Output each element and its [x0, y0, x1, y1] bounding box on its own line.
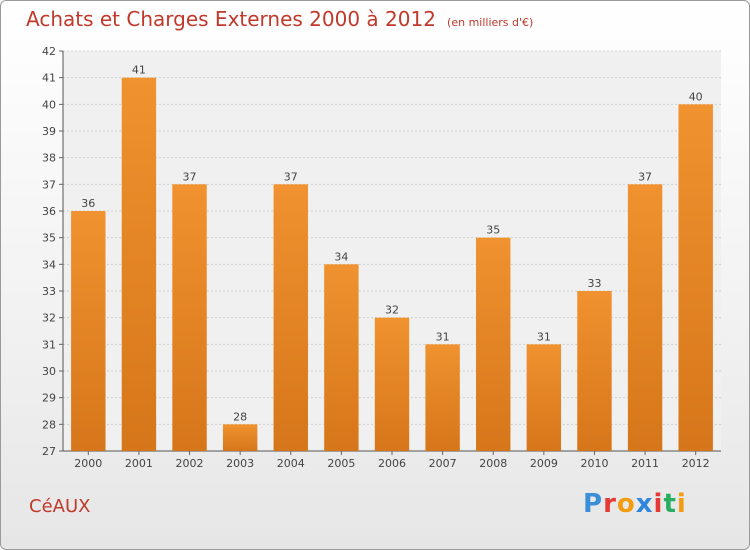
logo-letter: r	[603, 489, 617, 519]
logo-letter: x	[635, 489, 654, 519]
logo-letter: i	[653, 489, 664, 519]
x-tick-label: 2011	[631, 457, 659, 470]
y-tick-label: 33	[42, 285, 56, 298]
x-tick-label: 2007	[429, 457, 457, 470]
x-tick-label: 2009	[530, 457, 558, 470]
bar	[627, 184, 663, 452]
x-tick-label: 2010	[580, 457, 608, 470]
y-tick-label: 32	[42, 312, 56, 325]
data-label: 34	[334, 250, 348, 263]
chart-subtitle: (en milliers d'€)	[447, 16, 534, 29]
logo-letter: o	[616, 489, 636, 519]
y-tick-label: 28	[42, 418, 56, 431]
logo-letter: t	[663, 489, 677, 519]
data-label: 37	[638, 170, 652, 183]
bar	[71, 211, 106, 451]
x-tick-label: 2004	[277, 457, 305, 470]
y-tick-label: 27	[42, 445, 56, 458]
city-name: CéAUX	[29, 496, 91, 517]
x-tick-label: 2006	[378, 457, 406, 470]
x-tick-label: 2000	[74, 457, 102, 470]
data-label: 36	[81, 197, 95, 210]
y-tick-label: 35	[42, 232, 56, 245]
bar	[476, 237, 511, 451]
bar	[222, 424, 258, 451]
x-tick-label: 2002	[176, 457, 204, 470]
bar	[273, 184, 308, 452]
bar	[121, 77, 157, 452]
data-label: 37	[183, 170, 197, 183]
data-label: 33	[587, 277, 601, 290]
y-tick-label: 36	[42, 205, 56, 218]
y-tick-label: 34	[42, 258, 56, 271]
x-tick-label: 2012	[682, 457, 710, 470]
data-label: 40	[689, 90, 703, 103]
y-tick-label: 30	[42, 365, 56, 378]
logo-letter: i	[676, 489, 687, 519]
bar	[425, 344, 460, 451]
y-tick-label: 31	[42, 338, 56, 351]
x-tick-label: 2008	[479, 457, 507, 470]
x-tick-label: 2003	[226, 457, 254, 470]
y-tick-label: 37	[42, 178, 56, 191]
logo-letter: P	[583, 489, 604, 519]
y-tick-label: 29	[42, 392, 56, 405]
bar	[172, 184, 207, 452]
bar	[577, 291, 612, 451]
data-label: 32	[385, 304, 399, 317]
bar	[526, 344, 562, 451]
proxiti-logo: Proxiti	[583, 489, 687, 519]
x-tick-label: 2001	[125, 457, 153, 470]
bar	[678, 104, 713, 451]
chart-header: Achats et Charges Externes 2000 à 2012 (…	[26, 7, 533, 31]
data-label: 37	[284, 170, 298, 183]
y-tick-label: 38	[42, 152, 56, 165]
bar	[324, 264, 359, 451]
data-label: 28	[233, 410, 247, 423]
data-label: 35	[486, 224, 500, 237]
data-label: 31	[436, 330, 450, 343]
y-tick-label: 41	[42, 72, 56, 85]
chart-title: Achats et Charges Externes 2000 à 2012	[26, 7, 436, 31]
y-tick-label: 42	[42, 45, 56, 58]
y-tick-label: 40	[42, 98, 56, 111]
bar	[374, 317, 410, 451]
y-tick-label: 39	[42, 125, 56, 138]
data-label: 31	[537, 330, 551, 343]
x-tick-label: 2005	[327, 457, 355, 470]
data-label: 41	[132, 64, 146, 77]
